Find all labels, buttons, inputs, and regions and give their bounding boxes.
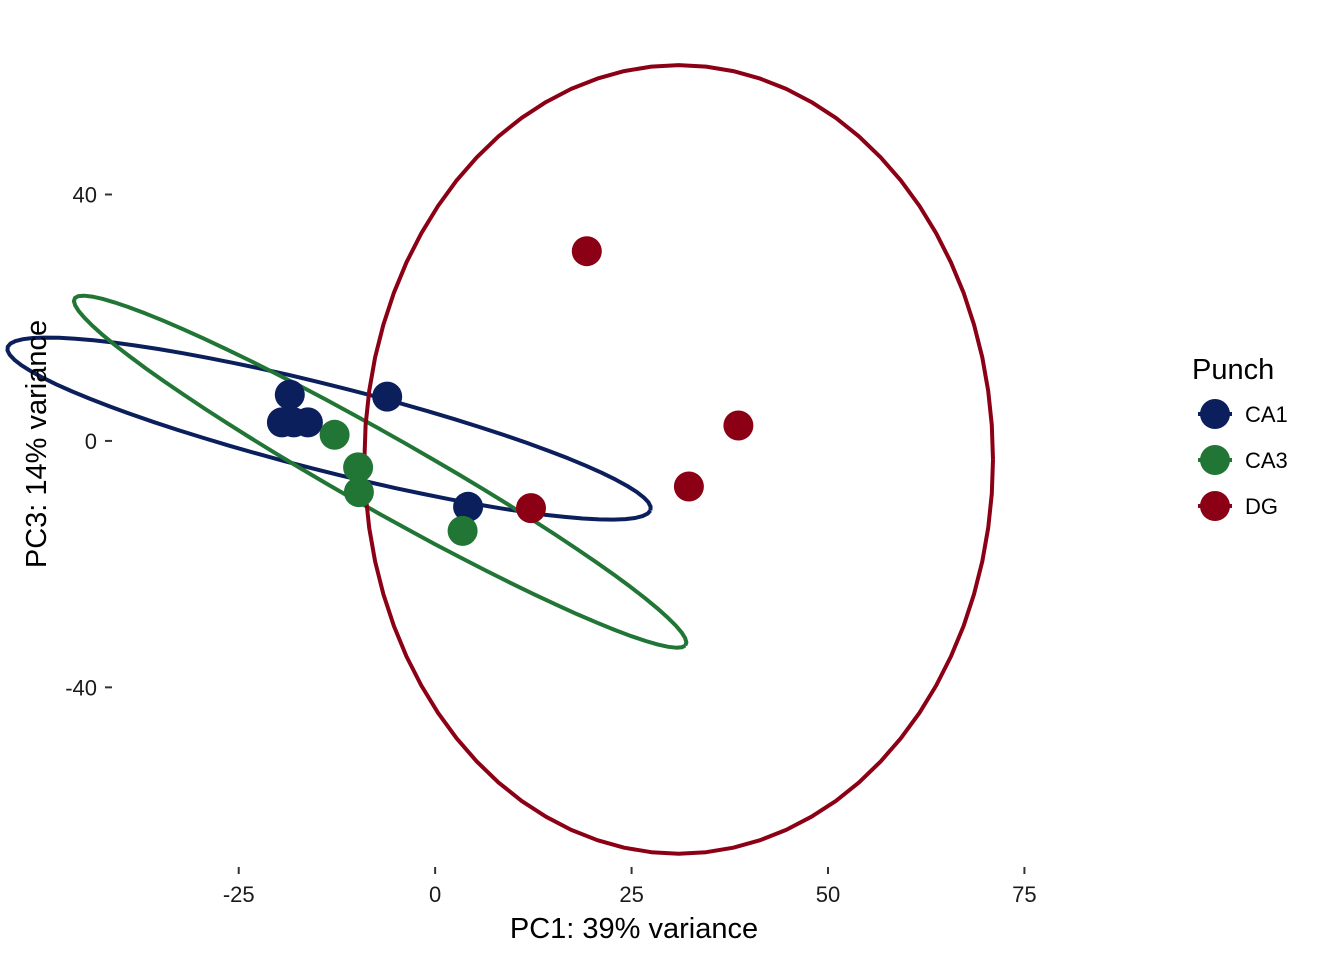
y-axis-title: PC3: 14% variance xyxy=(21,320,53,568)
ellipse-ca3 xyxy=(71,293,689,650)
point-ca1-5 xyxy=(372,381,403,412)
legend: Punch CA1 CA3 DG xyxy=(1192,354,1288,521)
point-dg-3 xyxy=(673,471,704,502)
legend-label: CA3 xyxy=(1245,448,1288,473)
point-ca1-4 xyxy=(292,407,323,438)
x-tick-label: -25 xyxy=(223,882,255,907)
point-dg-4 xyxy=(516,493,546,524)
point-ca3-3 xyxy=(343,477,374,508)
y-axis: 40 0 -40 xyxy=(65,182,112,700)
y-tick-label: 40 xyxy=(73,182,97,207)
x-tick-label: 75 xyxy=(1012,882,1036,907)
x-axis-title: PC1: 39% variance xyxy=(510,913,758,945)
x-axis: -25 0 25 50 75 xyxy=(223,867,1037,907)
legend-key-dot xyxy=(1200,399,1230,429)
point-ca3-2 xyxy=(343,452,374,483)
point-ca1-6 xyxy=(453,491,484,522)
legend-title: Punch xyxy=(1192,354,1274,386)
x-tick-label: 25 xyxy=(619,882,643,907)
legend-label: DG xyxy=(1245,494,1278,519)
point-dg-2 xyxy=(723,410,754,441)
legend-key-dot xyxy=(1200,445,1230,475)
legend-label: CA1 xyxy=(1245,402,1288,427)
point-ca1-1 xyxy=(274,379,305,410)
legend-key-dot xyxy=(1200,491,1230,521)
legend-item-dg: DG xyxy=(1198,491,1278,521)
y-tick-label: -40 xyxy=(65,675,97,700)
x-tick-label: 50 xyxy=(816,882,840,907)
point-ca3-4 xyxy=(447,515,478,546)
legend-item-ca1: CA1 xyxy=(1198,399,1288,429)
point-dg-1 xyxy=(571,236,602,267)
confidence-ellipses xyxy=(5,63,995,856)
legend-item-ca3: CA3 xyxy=(1198,445,1288,475)
legend-items: CA1 CA3 DG xyxy=(1198,399,1288,521)
point-ca3-1 xyxy=(319,419,350,450)
ellipse-dg xyxy=(362,63,995,856)
x-tick-label: 0 xyxy=(429,882,441,907)
y-tick-label: 0 xyxy=(85,429,97,454)
data-points xyxy=(266,236,754,546)
